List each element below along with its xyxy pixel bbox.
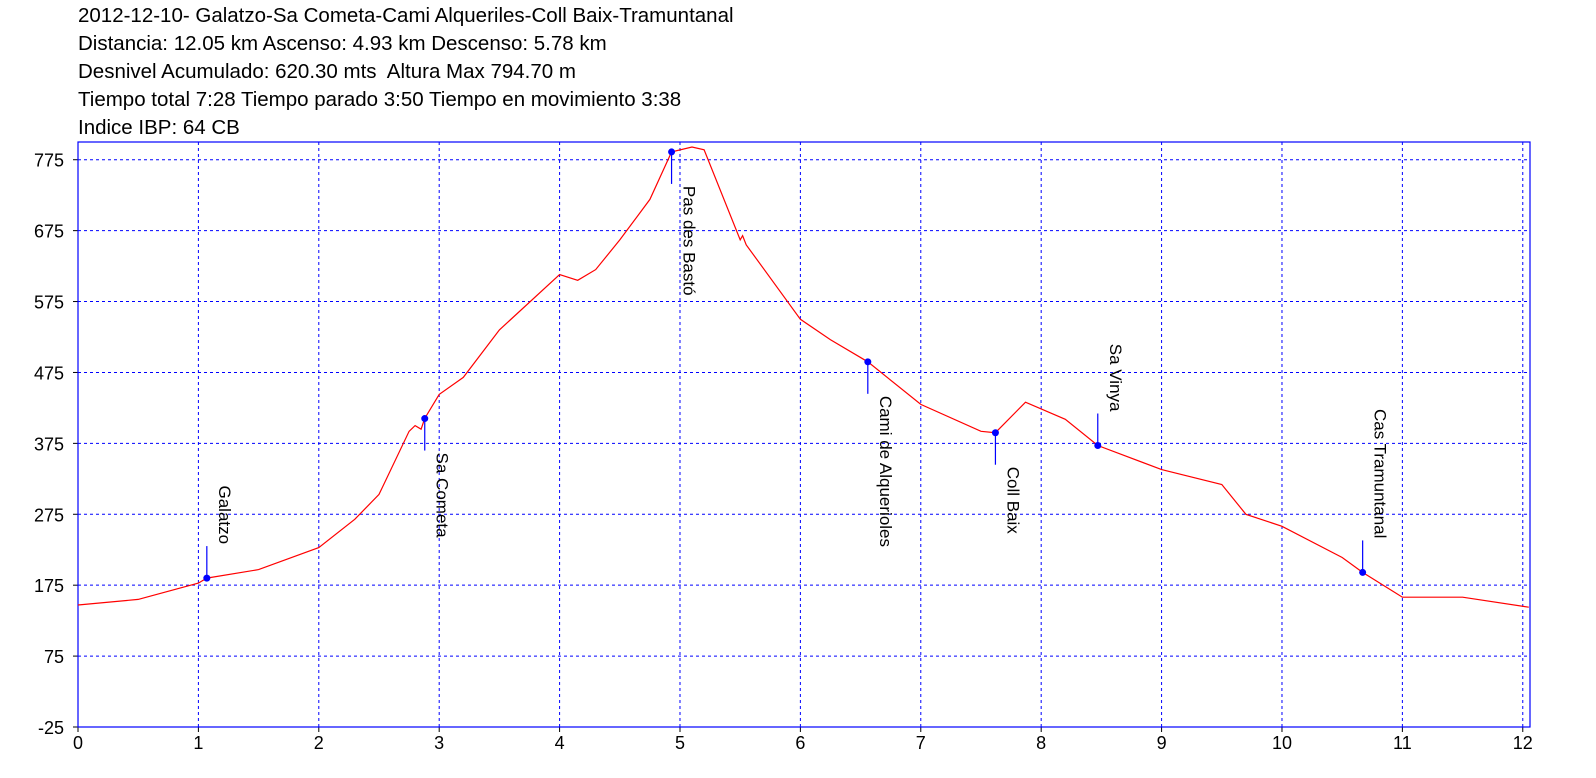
chart-header: 2012-12-10- Galatzo-Sa Cometa-Cami Alque… — [78, 2, 734, 142]
x-tick-label: 3 — [434, 733, 444, 753]
info-time: Tiempo total 7:28 Tiempo parado 3:50 Tie… — [78, 88, 682, 111]
x-tick-label: 12 — [1513, 733, 1533, 753]
waypoint-marker — [1359, 568, 1367, 576]
x-tick-label: 2 — [314, 733, 324, 753]
waypoint-label: Galatzo — [215, 485, 234, 544]
plot-frame — [77, 141, 1531, 728]
y-tick-label: 475 — [34, 363, 64, 383]
y-tick-label: 75 — [44, 647, 64, 667]
waypoint-label: Sa Vinya — [1106, 344, 1125, 412]
x-tick-label: 4 — [555, 733, 565, 753]
waypoint-label: Coll Baix — [1003, 467, 1022, 535]
y-tick-label: 275 — [34, 505, 64, 525]
x-tick-label: 8 — [1036, 733, 1046, 753]
x-tick-label: 0 — [73, 733, 83, 753]
info-distance: Distancia: 12.05 km Ascenso: 4.93 km Des… — [78, 32, 607, 55]
waypoint-marker — [991, 429, 999, 437]
x-tick-label: 7 — [916, 733, 926, 753]
waypoint-marker — [1094, 441, 1102, 449]
waypoint-marker — [668, 148, 676, 156]
x-tick-label: 11 — [1393, 733, 1412, 753]
waypoint-label: Pas des Bastó — [680, 186, 699, 296]
waypoint-label: Cas Tramuntanal — [1371, 409, 1390, 538]
chart-title: 2012-12-10- Galatzo-Sa Cometa-Cami Alque… — [78, 4, 734, 27]
x-tick-label: 10 — [1272, 733, 1292, 753]
waypoint-label: Sa Cometa — [433, 453, 452, 539]
info-elevation: Desnivel Acumulado: 620.30 mts Altura Ma… — [78, 60, 576, 83]
y-tick-label: 375 — [34, 434, 64, 454]
x-tick-label: 1 — [193, 733, 203, 753]
y-tick-label: 175 — [34, 576, 64, 596]
y-tick-label: -25 — [38, 718, 64, 738]
x-tick-label: 9 — [1157, 733, 1167, 753]
elevation-line — [77, 146, 1529, 608]
y-tick-label: 775 — [34, 151, 64, 171]
y-tick-label: 575 — [34, 293, 64, 313]
x-tick-label: 6 — [795, 733, 805, 753]
x-tick-label: 5 — [675, 733, 685, 753]
waypoint-marker — [864, 358, 872, 366]
info-ibp: Indice IBP: 64 CB — [78, 116, 240, 139]
waypoint-marker — [203, 574, 211, 582]
waypoint-label: Cami de Alquerioles — [876, 396, 895, 547]
waypoint-marker — [421, 415, 429, 423]
y-tick-label: 675 — [34, 222, 64, 242]
